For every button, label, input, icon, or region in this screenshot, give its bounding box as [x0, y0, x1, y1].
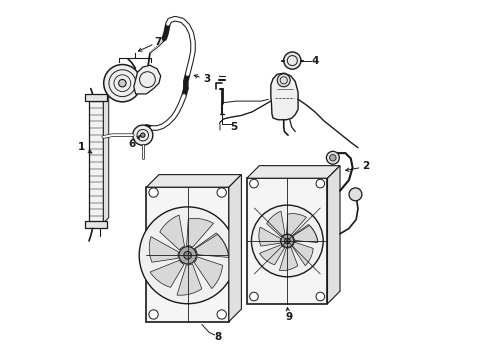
- Polygon shape: [150, 260, 184, 287]
- Text: 4: 4: [311, 55, 318, 66]
- Polygon shape: [89, 96, 109, 101]
- Polygon shape: [259, 227, 281, 246]
- Circle shape: [349, 188, 362, 201]
- Polygon shape: [247, 178, 327, 304]
- Circle shape: [316, 292, 324, 301]
- Polygon shape: [89, 101, 103, 223]
- Text: 2: 2: [363, 161, 370, 171]
- Circle shape: [330, 154, 336, 161]
- Polygon shape: [267, 211, 285, 237]
- Text: 6: 6: [128, 139, 136, 149]
- Polygon shape: [85, 94, 107, 101]
- Polygon shape: [327, 166, 340, 304]
- Text: 1: 1: [78, 142, 85, 152]
- Polygon shape: [293, 224, 318, 241]
- Polygon shape: [103, 96, 109, 223]
- Polygon shape: [279, 247, 298, 270]
- Polygon shape: [194, 257, 222, 289]
- Circle shape: [277, 74, 290, 87]
- Text: 3: 3: [203, 74, 210, 84]
- Polygon shape: [147, 187, 229, 321]
- Polygon shape: [247, 166, 340, 178]
- Circle shape: [179, 247, 196, 264]
- Circle shape: [139, 207, 236, 304]
- Polygon shape: [160, 215, 185, 250]
- Circle shape: [326, 151, 339, 164]
- Text: 7: 7: [154, 37, 162, 47]
- Circle shape: [217, 310, 226, 319]
- Polygon shape: [187, 219, 214, 247]
- Text: 8: 8: [215, 332, 222, 342]
- Circle shape: [133, 125, 153, 145]
- Polygon shape: [177, 264, 202, 295]
- Circle shape: [141, 133, 145, 137]
- Text: 9: 9: [285, 312, 293, 322]
- Polygon shape: [149, 237, 178, 262]
- Polygon shape: [195, 234, 229, 257]
- Polygon shape: [229, 175, 242, 321]
- Polygon shape: [195, 233, 229, 255]
- Polygon shape: [271, 73, 298, 120]
- Polygon shape: [260, 245, 285, 265]
- Polygon shape: [85, 221, 107, 228]
- Circle shape: [149, 310, 158, 319]
- Polygon shape: [147, 175, 242, 187]
- Circle shape: [104, 64, 141, 102]
- Circle shape: [285, 238, 290, 244]
- Circle shape: [217, 188, 226, 197]
- Polygon shape: [292, 242, 313, 266]
- Circle shape: [184, 251, 192, 259]
- Circle shape: [251, 205, 323, 277]
- Polygon shape: [287, 213, 307, 235]
- Text: 5: 5: [231, 122, 238, 132]
- Circle shape: [250, 292, 258, 301]
- Circle shape: [250, 179, 258, 188]
- Circle shape: [316, 179, 324, 188]
- Circle shape: [281, 234, 294, 247]
- Circle shape: [284, 52, 301, 69]
- Polygon shape: [293, 225, 318, 243]
- Circle shape: [119, 80, 126, 87]
- Polygon shape: [134, 65, 161, 94]
- Circle shape: [149, 188, 158, 197]
